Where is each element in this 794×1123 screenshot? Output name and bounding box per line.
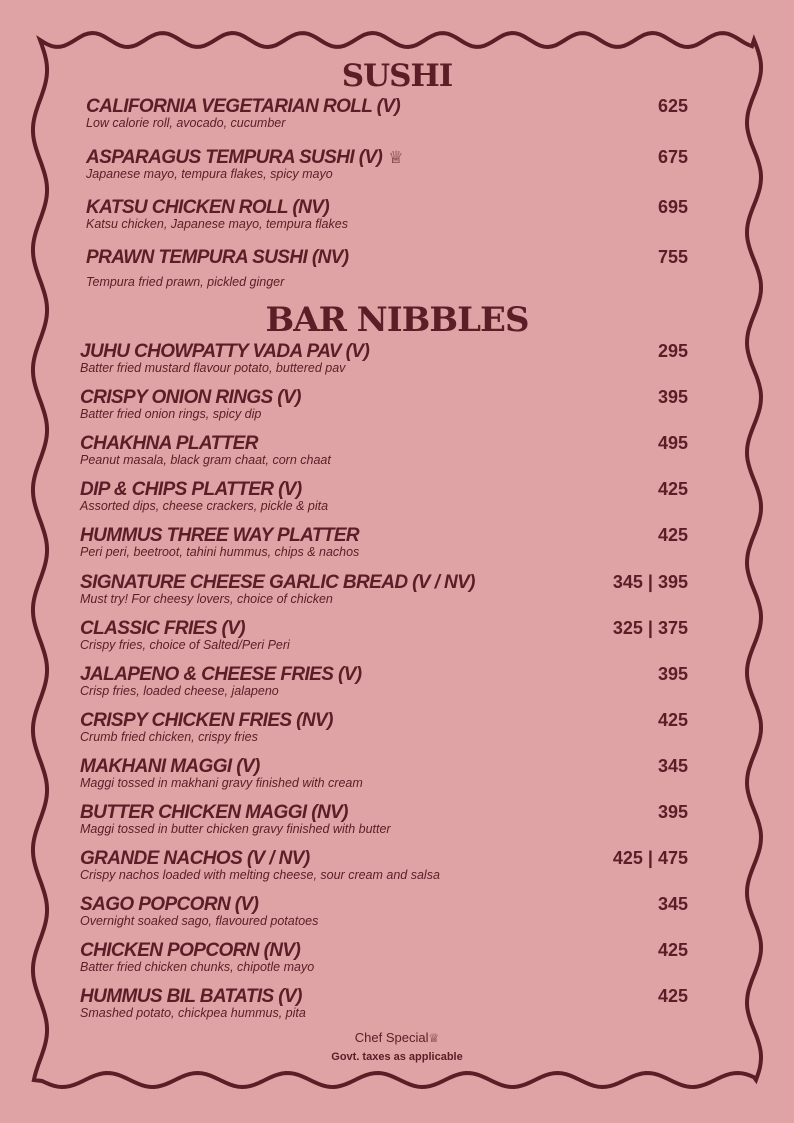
item-price: 395 (657, 663, 688, 684)
menu-item: CHAKHNA PLATTER Peanut masala, black gram… (0, 433, 794, 473)
menu-item: MAKHANI MAGGI (V) Maggi tossed in makhani… (0, 756, 794, 796)
item-price: 345 (657, 755, 688, 776)
item-price: 625 (657, 96, 688, 116)
item-price: 395 (657, 802, 688, 822)
menu-item: HUMMUS BIL BATATIS (V) Smashed potato, ch… (0, 986, 794, 1026)
menu-item: JALAPENO & CHEESE FRIES (V) Crisp fries, … (0, 664, 794, 704)
section-title-sushi: SUSHI (341, 58, 454, 94)
item-name: CHAKHNA PLATTER (80, 433, 258, 455)
item-price: 425 (657, 986, 688, 1007)
item-price: 345 (657, 894, 688, 915)
item-name: MAKHANI MAGGI (V) (80, 755, 260, 777)
item-description: Batter fried chicken chunks, chipotle ma… (80, 960, 315, 975)
item-name: JALAPENO & CHEESE FRIES (V) (80, 663, 362, 685)
menu-item: SIGNATURE CHEESE GARLIC BREAD (V / NV) Mu… (0, 572, 794, 612)
item-name: BUTTER CHICKEN MAGGI (NV) (80, 802, 348, 823)
menu-item: HUMMUS THREE WAY PLATTER Peri peri, beetr… (0, 525, 794, 565)
item-price: 425 | 475 (612, 848, 688, 869)
item-name: HUMMUS BIL BATATIS (V) (80, 986, 302, 1008)
chef-hat-icon: ♕ (388, 148, 403, 167)
item-description: Smashed potato, chickpea hummus, pita (80, 1006, 306, 1021)
menu-item: BUTTER CHICKEN MAGGI (NV) Maggi tossed in… (0, 802, 794, 842)
menu-item: DIP & CHIPS PLATTER (V) Assorted dips, ch… (0, 479, 794, 519)
item-price: 325 | 375 (612, 617, 688, 638)
item-name: GRANDE NACHOS (V / NV) (80, 848, 310, 870)
menu-item: SAGO POPCORN (V) Overnight soaked sago, f… (0, 894, 794, 934)
item-name: CRISPY CHICKEN FRIES (NV) (80, 709, 333, 731)
menu-item: CALIFORNIA VEGETARIAN ROLL (V) Low calori… (0, 96, 794, 136)
item-description: Crispy fries, choice of Salted/Peri Peri (80, 637, 290, 652)
item-price: 675 (657, 147, 688, 167)
item-description: Maggi tossed in butter chicken gravy fin… (80, 822, 391, 836)
item-description: Crispy nachos loaded with melting cheese… (80, 868, 440, 883)
item-description: Tempura fried prawn, pickled ginger (86, 275, 285, 289)
item-name: PRAWN TEMPURA SUSHI (NV) (86, 247, 349, 268)
item-name: KATSU CHICKEN ROLL (NV) (86, 197, 330, 218)
item-price: 425 (657, 525, 688, 546)
menu-item: CHICKEN POPCORN (NV) Batter fried chicken… (0, 940, 794, 980)
menu-item: CRISPY ONION RINGS (V) Batter fried onion… (0, 387, 794, 427)
chef-hat-icon: ♕ (428, 1031, 440, 1045)
border-line (31, 30, 764, 1090)
item-description: Low calorie roll, avocado, cucumber (86, 116, 286, 130)
item-price: 395 (657, 387, 688, 408)
item-description: Peri peri, beetroot, tahini hummus, chip… (80, 545, 360, 560)
item-description: Crisp fries, loaded cheese, jalapeno (80, 683, 279, 698)
item-description: Maggi tossed in makhani gravy finished w… (80, 775, 363, 790)
item-price: 425 (657, 940, 688, 961)
item-price: 695 (657, 197, 688, 217)
menu-item: CLASSIC FRIES (V) Crispy fries, choice of… (0, 618, 794, 658)
menu-item: JUHU CHOWPATTY VADA PAV (V) Batter fried … (0, 341, 794, 381)
item-description: Overnight soaked sago, flavoured potatoe… (80, 914, 319, 929)
item-name: CRISPY ONION RINGS (V) (80, 387, 301, 409)
item-description: Batter fried onion rings, spicy dip (80, 407, 262, 422)
item-name: SIGNATURE CHEESE GARLIC BREAD (V / NV) (80, 571, 475, 593)
taxes-note: Govt. taxes as applicable (331, 1051, 463, 1063)
item-name: HUMMUS THREE WAY PLATTER (80, 525, 360, 547)
item-price: 495 (657, 433, 688, 454)
item-price: 345 | 395 (612, 571, 688, 592)
item-description: Batter fried mustard flavour potato, but… (80, 361, 346, 375)
menu-item: GRANDE NACHOS (V / NV) Crispy nachos load… (0, 848, 794, 888)
item-price: 425 (657, 479, 688, 500)
menu-item: KATSU CHICKEN ROLL (NV) Katsu chicken, Ja… (0, 197, 794, 237)
menu-item: CRISPY CHICKEN FRIES (NV) Crumb fried chi… (0, 710, 794, 750)
item-name: DIP & CHIPS PLATTER (V) (80, 479, 302, 501)
item-description: Katsu chicken, Japanese mayo, tempura fl… (86, 217, 348, 231)
menu-item: PRAWN TEMPURA SUSHI (NV) Tempura fried pr… (0, 247, 794, 289)
section-title-bar-nibbles: BAR NIBBLES (265, 300, 529, 340)
item-name: CLASSIC FRIES (V) (80, 617, 246, 639)
item-price: 755 (657, 247, 688, 267)
item-name: SAGO POPCORN (V) (80, 894, 259, 916)
item-name: CALIFORNIA VEGETARIAN ROLL (V) (86, 96, 401, 117)
item-description: Peanut masala, black gram chaat, corn ch… (80, 453, 331, 468)
item-name: CHICKEN POPCORN (NV) (80, 940, 301, 962)
menu-item: ASPARAGUS TEMPURA SUSHI (V) ♕ Japanese may… (0, 147, 794, 187)
item-name: ASPARAGUS TEMPURA SUSHI (V) ♕ (86, 147, 403, 168)
item-description: Must try! For cheesy lovers, choice of c… (80, 591, 333, 606)
chef-special-legend: Chef Special♕ (354, 1030, 440, 1045)
item-name: JUHU CHOWPATTY VADA PAV (V) (80, 341, 370, 362)
item-description: Japanese mayo, tempura flakes, spicy may… (86, 167, 333, 181)
item-price: 425 (657, 709, 688, 730)
item-description: Assorted dips, cheese crackers, pickle &… (80, 499, 329, 514)
item-price: 295 (657, 341, 688, 361)
item-description: Crumb fried chicken, crispy fries (80, 729, 258, 744)
